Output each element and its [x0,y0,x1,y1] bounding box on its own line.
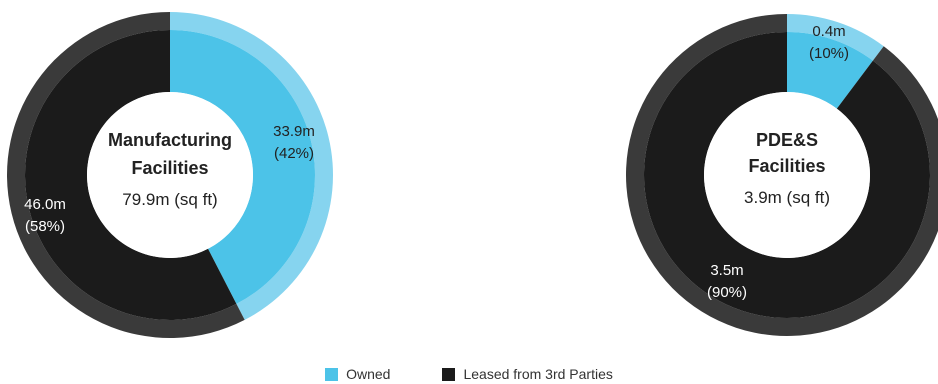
legend-label-leased: Leased from 3rd Parties [463,366,613,382]
owned-slice-outer-band [170,12,333,320]
leased-slice [643,32,930,318]
owned-slice-outer-band [787,14,884,61]
donut-total-label: 79.9m (sq ft) [122,190,217,209]
leased-data-label-line-1: 46.0m [24,196,66,213]
donut-title-line-2: Facilities [131,158,208,178]
owned-data-label-line-1: 0.4m [812,23,845,40]
legend-item-leased: Leased from 3rd Parties [442,366,613,382]
owned-slice [787,32,873,109]
owned-data-label-line-1: 33.9m [273,123,315,140]
leased-swatch [442,367,456,381]
pdes-facilities-donut: PDE&S Facilities 3.9m (sq ft) 0.4m (10%) 3.5m… [626,14,938,336]
owned-data-label-line-2: (10%) [809,45,849,62]
leased-data-label-line-1: 3.5m [710,262,743,279]
donut-total-label: 3.9m (sq ft) [744,188,830,207]
legend-item-owned: Owned [325,366,390,382]
legend-label-owned: Owned [346,366,391,382]
donut-title-line-2: Facilities [748,156,825,176]
donut-center [704,92,870,258]
leased-slice [25,30,237,320]
legend: Owned Leased from 3rd Parties [0,364,938,384]
manufacturing-facilities-donut: Manufacturing Facilities 79.9m (sq ft) 33.9… [7,12,333,338]
leased-data-label-line-2: (90%) [707,284,747,301]
owned-slice [170,30,315,304]
leased-data-label-line-2: (58%) [25,218,65,235]
owned-data-label-line-2: (42%) [274,145,314,162]
donut-title-line-1: Manufacturing [108,130,232,150]
owned-swatch [325,367,339,381]
donut-title-line-1: PDE&S [756,130,818,150]
donut-center [87,92,253,258]
